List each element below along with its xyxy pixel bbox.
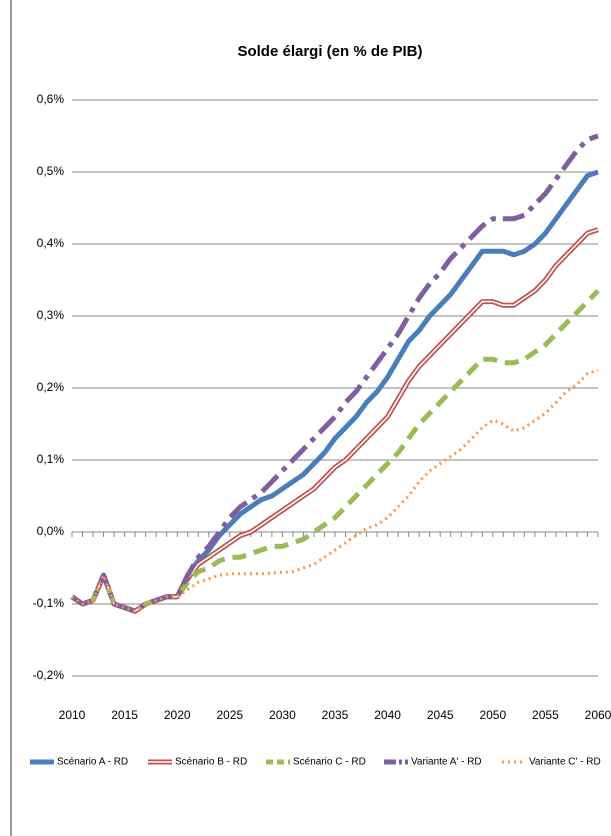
x-tick-label: 2025	[216, 708, 243, 722]
x-tick-label: 2015	[111, 708, 138, 722]
x-tick-label: 2060	[585, 708, 611, 722]
legend-label: Scénario C - RD	[293, 757, 366, 768]
y-tick-label: 0,0%	[37, 524, 65, 538]
x-tick-label: 2020	[164, 708, 191, 722]
series-line	[71, 368, 599, 613]
x-tick-label: 2050	[479, 708, 506, 722]
x-tick-label: 2010	[59, 708, 86, 722]
x-tick-label: 2045	[427, 708, 454, 722]
x-tick-label: 2030	[269, 708, 296, 722]
y-tick-label: 0,3%	[37, 308, 65, 322]
y-tick-label: 0,6%	[37, 92, 65, 106]
y-tick-label: 0,5%	[37, 164, 65, 178]
x-tick-label: 2040	[374, 708, 401, 722]
y-tick-label: -0,2%	[33, 668, 65, 682]
y-tick-label: -0,1%	[33, 596, 65, 610]
chart-title: Solde élargi (en % de PIB)	[237, 43, 422, 60]
y-tick-label: 0,2%	[37, 380, 65, 394]
legend-label: Scénario A - RD	[57, 757, 128, 768]
legend-label: Variante A' - RD	[411, 757, 482, 768]
y-tick-label: 0,1%	[37, 452, 65, 466]
legend-label: Scénario B - RD	[175, 757, 247, 768]
x-tick-label: 2055	[532, 708, 559, 722]
y-tick-label: 0,4%	[37, 236, 65, 250]
x-tick-label: 2035	[322, 708, 349, 722]
series-line	[70, 133, 599, 614]
legend-label: Variante C' - RD	[529, 757, 601, 768]
series-line	[70, 289, 600, 614]
